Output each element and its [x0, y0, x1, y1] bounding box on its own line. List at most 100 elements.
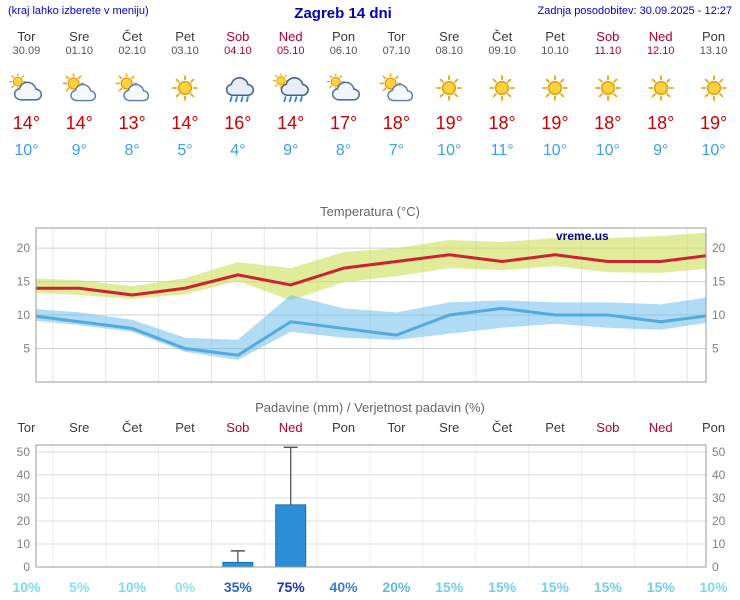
day-cell: Pon 13.10 19° 10°: [687, 29, 740, 160]
day-date: 01.10: [65, 45, 94, 57]
svg-text:20: 20: [712, 241, 726, 255]
day-name: Čet: [492, 29, 513, 44]
temp-min: 11°: [490, 142, 514, 159]
precip-probability: 15%: [646, 579, 675, 595]
temp-max: 18°: [382, 113, 411, 133]
temp-min: 4°: [230, 142, 246, 159]
precip-probability: 35%: [223, 579, 252, 595]
temp-min: 5°: [177, 142, 193, 159]
precip-day-label: Pet: [175, 420, 195, 435]
temp-min: 10°: [542, 142, 568, 159]
day-name: Sre: [439, 29, 460, 44]
precip-day-label: Čet: [122, 420, 143, 435]
precip-day-label: Pet: [545, 420, 565, 435]
svg-text:0: 0: [23, 560, 30, 574]
svg-text:0: 0: [712, 560, 719, 574]
svg-text:50: 50: [712, 445, 726, 459]
partly-sunny-icon: [59, 73, 99, 103]
temp-max: 18°: [488, 113, 516, 133]
temp-min: 9°: [71, 142, 87, 159]
svg-text:5: 5: [712, 342, 719, 356]
precip-day-label: Sre: [439, 420, 460, 435]
sunny-icon: [482, 73, 522, 103]
temp-max: 18°: [647, 113, 675, 133]
day-name: Ned: [278, 29, 303, 44]
day-date: 13.10: [699, 45, 728, 57]
svg-text:15: 15: [712, 275, 726, 289]
temperature-chart: 5 5 10 10 15 15 20 20 vreme.us: [17, 227, 726, 383]
precip-day-label: Pon: [702, 420, 726, 435]
precip-day-label: Tor: [387, 420, 406, 435]
precip-day-label: Sob: [596, 420, 620, 435]
cloud-sun-icon: [6, 73, 46, 103]
svg-text:5: 5: [23, 342, 30, 356]
day-date: 11.10: [594, 45, 622, 57]
svg-text:20: 20: [712, 514, 726, 528]
day-cell: Pet 10.10 19° 10°: [529, 29, 582, 160]
precipitation-chart: 0 0 10 10 20 20 30 30 40 40 50 50: [17, 444, 726, 574]
temp-min: 9°: [653, 142, 669, 159]
day-name: Tor: [387, 29, 406, 44]
day-name: Sob: [226, 29, 250, 44]
sunny-icon: [429, 73, 469, 103]
precip-bar: [222, 561, 254, 568]
day-cell: Tor 30.09 14° 10°: [0, 29, 53, 160]
day-cell: Sob 11.10 18° 10°: [581, 29, 634, 160]
precip-day-labels-row: Tor Sre Čet Pet Sob Ned Pon Tor Sre Čet Pet Sob Ned P…: [0, 420, 740, 436]
svg-text:30: 30: [17, 491, 31, 505]
day-name: Ned: [648, 29, 673, 44]
day-date: 02.10: [118, 45, 146, 57]
temp-min: 7°: [388, 142, 405, 159]
day-date: 04.10: [224, 45, 252, 57]
sunny-icon: [641, 73, 681, 103]
svg-text:15: 15: [17, 275, 31, 289]
rain-sun-icon: [271, 73, 311, 103]
day-date: 08.10: [435, 45, 464, 57]
precip-day-label: Sob: [226, 420, 250, 435]
day-name: Sre: [69, 29, 90, 44]
partly-sunny-icon: [376, 73, 416, 103]
precip-probability: 15%: [540, 579, 569, 595]
precip-probability: 0%: [174, 579, 196, 595]
temp-max: 19°: [435, 113, 463, 133]
temp-max: 18°: [594, 113, 622, 133]
precip-probability: 15%: [435, 579, 464, 595]
temp-min: 10°: [437, 142, 462, 159]
svg-text:20: 20: [17, 514, 31, 528]
day-date: 10.10: [541, 45, 569, 57]
svg-text:10: 10: [712, 537, 726, 551]
precip-day-label: Ned: [648, 420, 673, 435]
temp-max: 14°: [277, 113, 305, 133]
precip-day-label: Pon: [332, 420, 356, 435]
day-name: Pet: [175, 29, 195, 44]
temp-min: 9°: [283, 142, 299, 159]
day-cell: Tor 07.10 18° 7°: [370, 29, 423, 160]
day-cell: Ned 12.10 18° 9°: [634, 29, 687, 160]
day-date: 03.10: [171, 45, 199, 57]
temperature-chart-title: Temperatura (°C): [320, 204, 420, 219]
precip-probability-row: 10% 5% 10% 0% 35% 75% 40% 20% 15% 15% 15% 15% 15% 10%: [0, 578, 740, 596]
precip-probability: 40%: [329, 579, 358, 595]
svg-text:50: 50: [17, 445, 31, 459]
precip-probability: 10%: [699, 579, 728, 595]
day-name: Pon: [332, 29, 356, 44]
svg-text:10: 10: [17, 537, 31, 551]
day-name: Tor: [17, 29, 36, 44]
precip-probability: 15%: [593, 579, 622, 595]
day-name: Pet: [545, 29, 565, 44]
day-date: 05.10: [276, 45, 305, 57]
precip-probability: 15%: [488, 579, 517, 595]
temp-max: 19°: [699, 113, 728, 133]
day-date: 06.10: [329, 45, 358, 57]
day-cell: Čet 02.10 13° 8°: [106, 29, 159, 160]
partly-sunny-icon: [112, 73, 152, 103]
watermark-text: vreme.us: [556, 229, 609, 243]
day-date: 12.10: [646, 45, 675, 57]
day-name: Pon: [702, 29, 726, 44]
temp-min: 8°: [124, 142, 140, 159]
temp-max: 13°: [118, 113, 146, 133]
day-cell: Ned 05.10 14° 9°: [264, 29, 317, 160]
page-title: Zagreb 14 dni: [294, 5, 392, 22]
day-date: 30.09: [12, 45, 41, 57]
